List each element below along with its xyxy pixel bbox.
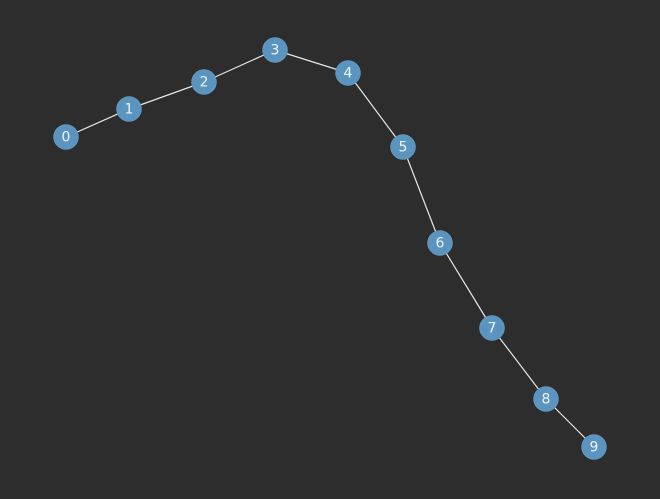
node-5[interactable]: 5 <box>390 134 416 160</box>
node-circle[interactable] <box>390 134 416 160</box>
node-3[interactable]: 3 <box>262 37 288 63</box>
node-7[interactable]: 7 <box>479 315 505 341</box>
node-circle[interactable] <box>533 386 559 412</box>
node-circle[interactable] <box>116 96 142 122</box>
node-circle[interactable] <box>191 69 217 95</box>
node-8[interactable]: 8 <box>533 386 559 412</box>
node-4[interactable]: 4 <box>335 60 361 86</box>
node-6[interactable]: 6 <box>427 230 453 256</box>
edge-n7-n8 <box>491 327 547 400</box>
edges-layer <box>65 49 595 448</box>
node-circle[interactable] <box>53 124 79 150</box>
node-circle[interactable] <box>427 230 453 256</box>
edge-n6-n7 <box>439 242 493 329</box>
node-2[interactable]: 2 <box>191 69 217 95</box>
edge-n4-n5 <box>347 72 404 148</box>
node-circle[interactable] <box>479 315 505 341</box>
edge-n5-n6 <box>402 146 441 244</box>
edge-n1-n2 <box>128 81 205 110</box>
nodes-layer: 0 1 2 3 4 5 6 7 89 <box>53 37 607 460</box>
node-circle[interactable] <box>262 37 288 63</box>
node-circle[interactable] <box>335 60 361 86</box>
node-1[interactable]: 1 <box>116 96 142 122</box>
node-circle[interactable] <box>581 434 607 460</box>
node-9[interactable]: 9 <box>581 434 607 460</box>
edge-n3-n4 <box>274 49 349 74</box>
node-0[interactable]: 0 <box>53 124 79 150</box>
edge-n2-n3 <box>203 49 276 83</box>
